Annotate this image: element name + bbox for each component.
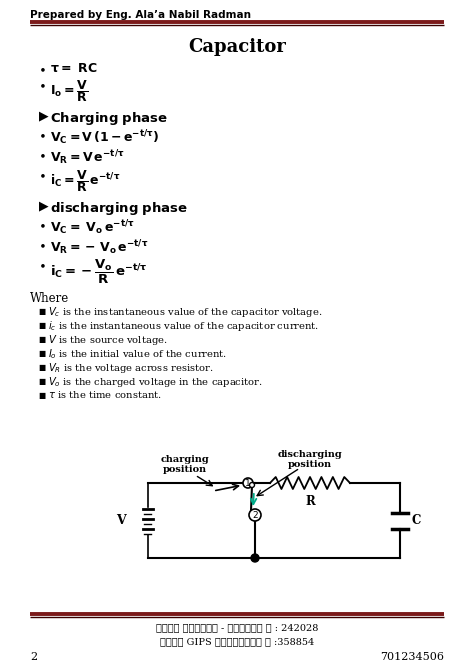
Text: $\bullet$: $\bullet$	[38, 258, 46, 271]
Text: $\mathbf{V_C =\ V_o\,e^{-t/\tau}}$: $\mathbf{V_C =\ V_o\,e^{-t/\tau}}$	[50, 218, 135, 237]
Text: $\bullet$: $\bullet$	[38, 218, 46, 231]
Text: $\bullet$: $\bullet$	[38, 62, 46, 75]
Text: $\blacksquare$: $\blacksquare$	[38, 348, 46, 359]
Text: $\mathbf{V_R = -\,V_o\,e^{-t/\tau}}$: $\mathbf{V_R = -\,V_o\,e^{-t/\tau}}$	[50, 238, 148, 257]
Text: $\blacksquare$: $\blacksquare$	[38, 362, 46, 373]
Circle shape	[249, 509, 261, 521]
Text: $V$ is the source voltage.: $V$ is the source voltage.	[48, 333, 168, 347]
Text: discharging
position: discharging position	[278, 450, 342, 470]
Text: 2: 2	[30, 652, 37, 662]
Text: $\blacksquare$: $\blacksquare$	[38, 390, 46, 401]
Text: $\bullet$: $\bullet$	[38, 148, 46, 161]
Text: $\bullet$: $\bullet$	[38, 168, 46, 181]
Text: 1: 1	[245, 480, 251, 488]
Circle shape	[249, 482, 255, 488]
Text: $\mathbf{I_o =\dfrac{V}{R}}$: $\mathbf{I_o =\dfrac{V}{R}}$	[50, 78, 88, 104]
Text: $\blacksquare$: $\blacksquare$	[38, 334, 46, 345]
Text: R: R	[305, 495, 315, 508]
Text: $\bullet$: $\bullet$	[38, 78, 46, 91]
Text: Prepared by Eng. Ala’a Nabil Radman: Prepared by Eng. Ala’a Nabil Radman	[30, 10, 251, 20]
Text: $\mathbf{discharging\ phase}$: $\mathbf{discharging\ phase}$	[50, 200, 188, 217]
Text: $\blacksquare$: $\blacksquare$	[38, 320, 46, 331]
Text: 701234506: 701234506	[380, 652, 444, 662]
Text: $\mathbf{Charging\ phase}$: $\mathbf{Charging\ phase}$	[50, 110, 168, 127]
Text: $V_o$ is the charged voltage in the capacitor.: $V_o$ is the charged voltage in the capa…	[48, 375, 263, 389]
Text: $\mathbf{i_C =\dfrac{V}{R}\,e^{-t/\tau}}$: $\mathbf{i_C =\dfrac{V}{R}\,e^{-t/\tau}}…	[50, 168, 120, 194]
Text: 2: 2	[252, 511, 258, 521]
Text: V: V	[116, 514, 126, 527]
Text: $\mathbf{i_C = -\dfrac{V_o}{R}\,e^{-t/\tau}}$: $\mathbf{i_C = -\dfrac{V_o}{R}\,e^{-t/\t…	[50, 258, 148, 286]
Text: $i_c$ is the instantaneous value of the capacitor current.: $i_c$ is the instantaneous value of the …	[48, 319, 319, 333]
Text: charging
position: charging position	[161, 455, 210, 474]
Text: مركز الرواد - المعلا ت : 242028: مركز الرواد - المعلا ت : 242028	[156, 623, 318, 632]
Text: $\blacktriangleright$: $\blacktriangleright$	[36, 200, 50, 214]
Text: $V_c$ is the instantaneous value of the capacitor voltage.: $V_c$ is the instantaneous value of the …	[48, 305, 322, 319]
Text: $\tau$ is the time constant.: $\tau$ is the time constant.	[48, 389, 162, 400]
Circle shape	[251, 554, 259, 562]
Text: $V_R$ is the voltage across resistor.: $V_R$ is the voltage across resistor.	[48, 361, 214, 375]
Text: $\mathbf{\tau =\ RC}$: $\mathbf{\tau =\ RC}$	[50, 62, 97, 75]
Text: $\bullet$: $\bullet$	[38, 238, 46, 251]
Text: $\mathbf{V_R = V\,e^{-t/\tau}}$: $\mathbf{V_R = V\,e^{-t/\tau}}$	[50, 148, 125, 167]
Text: C: C	[412, 514, 421, 527]
Text: $\blacktriangleright$: $\blacktriangleright$	[36, 110, 50, 124]
Circle shape	[243, 478, 253, 488]
Text: Where: Where	[30, 292, 69, 305]
Text: مركز GIPS المنصورة ت :358854: مركز GIPS المنصورة ت :358854	[160, 637, 314, 646]
Text: $\blacksquare$: $\blacksquare$	[38, 306, 46, 317]
Text: $I_o$ is the initial value of the current.: $I_o$ is the initial value of the curren…	[48, 347, 227, 361]
Text: $\blacksquare$: $\blacksquare$	[38, 376, 46, 387]
Text: Capacitor: Capacitor	[188, 38, 286, 56]
Text: $\bullet$: $\bullet$	[38, 128, 46, 141]
Text: $\mathbf{V_C = V\,(1 - e^{-t/\tau})}$: $\mathbf{V_C = V\,(1 - e^{-t/\tau})}$	[50, 128, 159, 147]
